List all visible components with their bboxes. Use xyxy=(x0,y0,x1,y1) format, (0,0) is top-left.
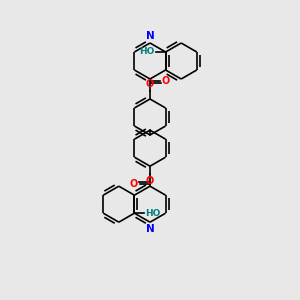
Text: O: O xyxy=(146,176,154,186)
Text: O: O xyxy=(130,179,138,189)
Text: O: O xyxy=(162,76,170,86)
Text: HO: HO xyxy=(146,209,161,218)
Text: N: N xyxy=(146,224,154,234)
Text: HO: HO xyxy=(139,47,154,56)
Text: O: O xyxy=(146,79,154,89)
Text: N: N xyxy=(146,31,154,41)
